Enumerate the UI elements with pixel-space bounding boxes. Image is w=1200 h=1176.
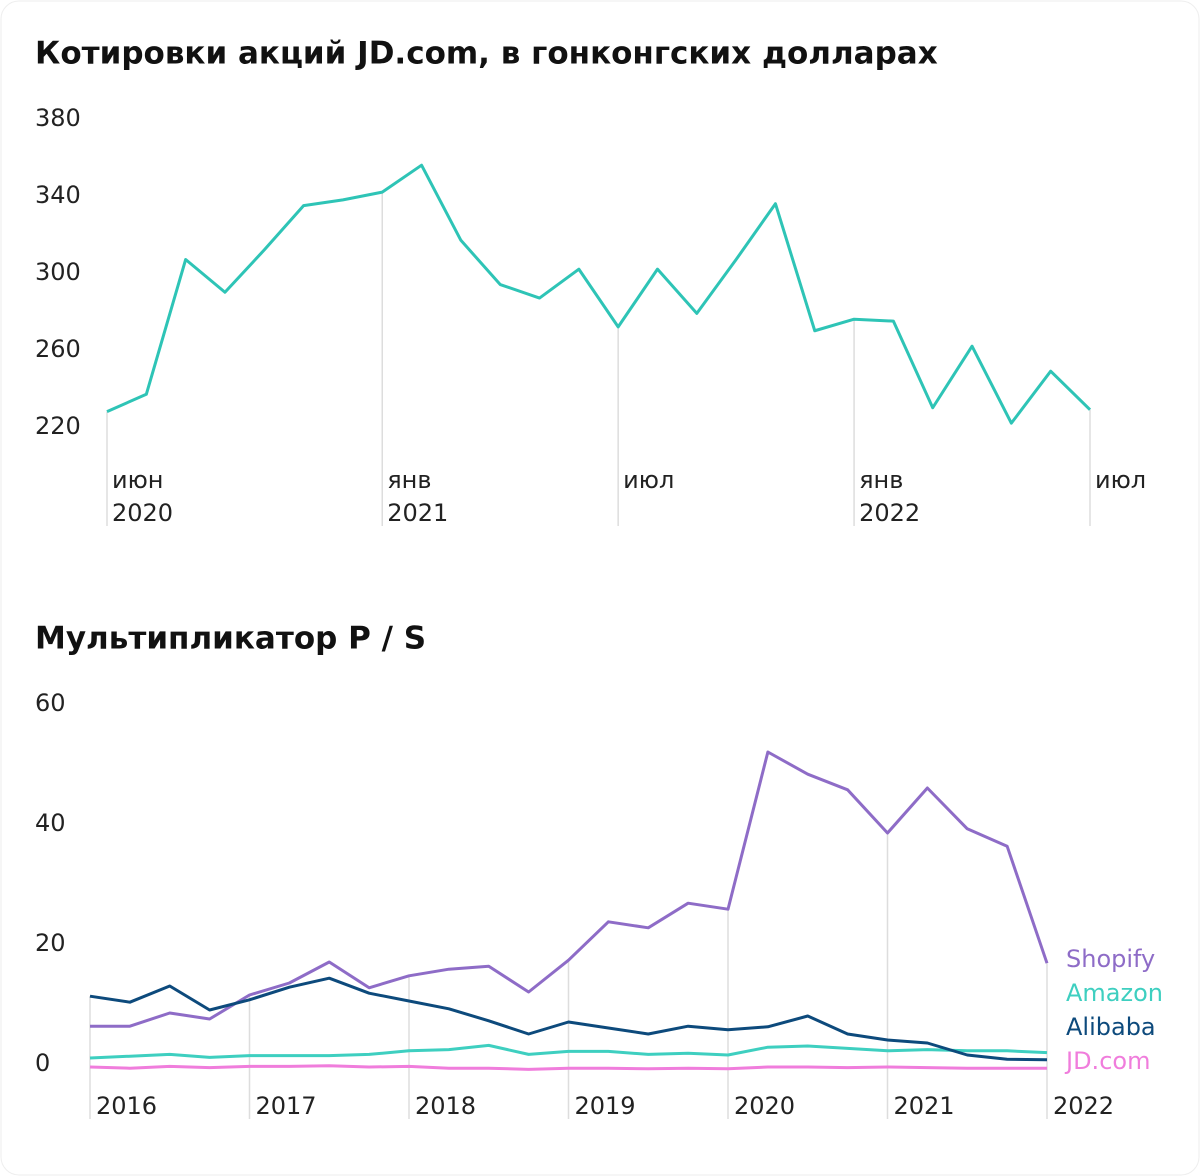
x-tick-label: июн [112, 466, 164, 494]
chart-title: Котировки акций JD.com, в гонконгских до… [35, 36, 938, 72]
x-tick-label: 2022 [1053, 1092, 1114, 1120]
series-line [89, 1064, 1047, 1071]
x-tick-label: 2017 [256, 1092, 317, 1120]
x-tick-label: июл [623, 466, 674, 494]
legend-label: Amazon [1066, 979, 1163, 1007]
x-tick-label: 2021 [894, 1092, 955, 1120]
legend-label: JD.com [1064, 1047, 1150, 1075]
series-line [106, 163, 1092, 425]
x-tick-label: 2016 [96, 1092, 157, 1120]
x-tick-label: 2018 [415, 1092, 476, 1120]
y-tick-label: 40 [35, 809, 66, 837]
legend-label: Alibaba [1066, 1013, 1156, 1041]
x-tick-label: 2019 [575, 1092, 636, 1120]
x-tick-label: 2020 [112, 499, 173, 527]
y-tick-label: 0 [35, 1049, 50, 1077]
y-tick-label: 340 [35, 181, 81, 209]
chart-title: Мультипликатор P / S [35, 621, 426, 657]
x-tick-label: июл [1095, 466, 1146, 494]
y-tick-label: 20 [35, 929, 66, 957]
x-tick-label: 2022 [859, 499, 920, 527]
y-tick-label: 60 [35, 689, 66, 717]
y-tick-label: 220 [35, 412, 81, 440]
y-tick-label: 380 [35, 104, 81, 132]
x-tick-label: 2020 [734, 1092, 795, 1120]
x-tick-label: янв [387, 466, 431, 494]
x-tick-label: 2021 [387, 499, 448, 527]
legend-label: Shopify [1066, 945, 1155, 973]
series-line [89, 1043, 1048, 1060]
series-line [90, 750, 1049, 1028]
x-tick-label: янв [859, 466, 903, 494]
y-tick-label: 260 [35, 335, 81, 363]
y-tick-label: 300 [35, 258, 81, 286]
series-line [89, 976, 1048, 1062]
